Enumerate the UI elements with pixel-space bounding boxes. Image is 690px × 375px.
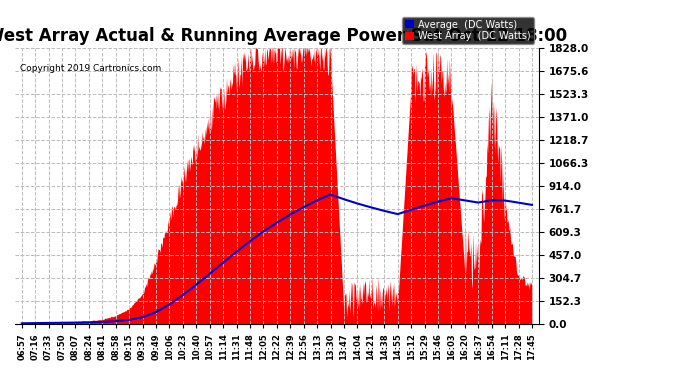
- Text: Copyright 2019 Cartronics.com: Copyright 2019 Cartronics.com: [20, 64, 161, 73]
- Title: West Array Actual & Running Average Power Sat Oct 12 18:00: West Array Actual & Running Average Powe…: [0, 27, 567, 45]
- Legend: Average  (DC Watts), West Array  (DC Watts): Average (DC Watts), West Array (DC Watts…: [402, 16, 534, 44]
